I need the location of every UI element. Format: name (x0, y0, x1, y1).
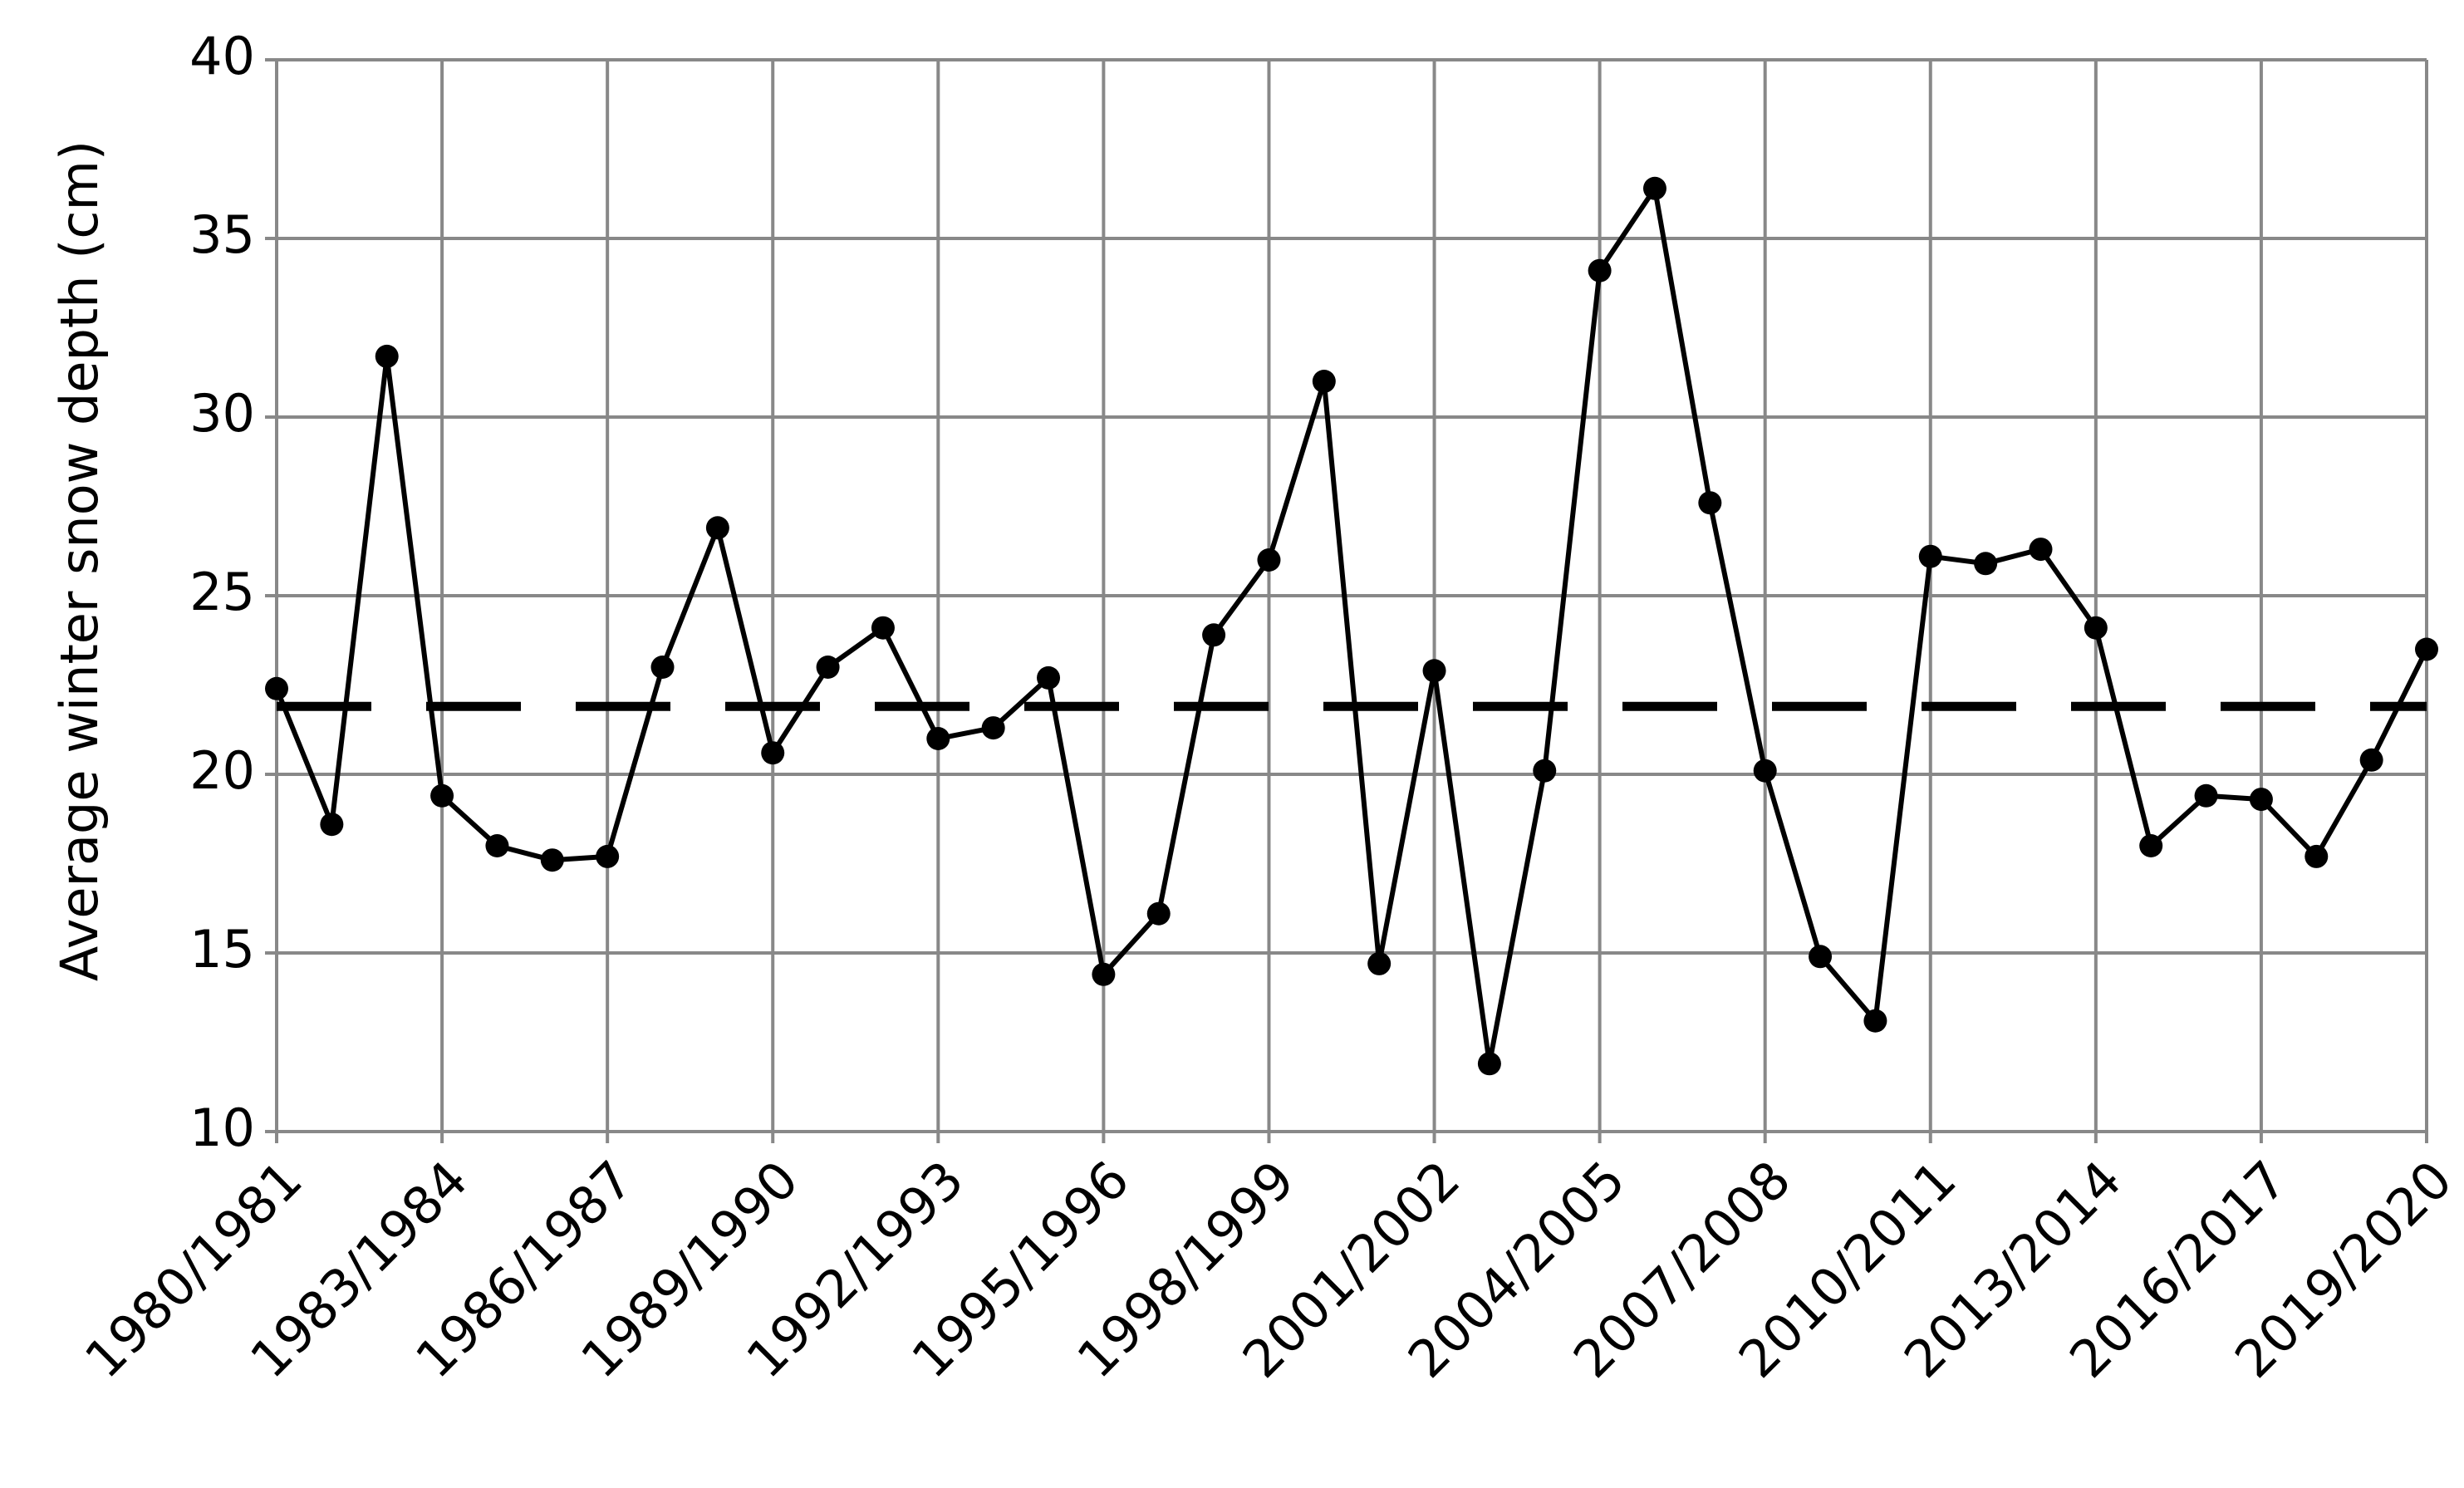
data-point (871, 616, 895, 640)
data-point (265, 676, 288, 700)
data-point (1422, 659, 1446, 683)
data-point (2029, 538, 2053, 562)
data-point (1863, 1009, 1887, 1033)
data-point (1037, 665, 1061, 690)
data-point (705, 516, 729, 540)
data-point (430, 783, 454, 808)
y-tick-label: 30 (189, 383, 255, 444)
data-point (1698, 491, 1722, 515)
data-point (650, 656, 675, 679)
data-point (1257, 548, 1281, 572)
data-point (2304, 844, 2329, 868)
data-point (1312, 370, 1336, 393)
data-point (1918, 544, 1942, 568)
data-point (761, 741, 785, 765)
y-tick-label: 10 (189, 1098, 255, 1158)
data-point (2084, 616, 2108, 640)
data-point (926, 727, 950, 750)
y-tick-label: 40 (189, 26, 255, 86)
data-point (1753, 759, 1777, 783)
data-point (2139, 834, 2163, 857)
data-point (2194, 783, 2218, 808)
y-tick-label: 15 (189, 919, 255, 980)
y-tick-label: 25 (189, 562, 255, 622)
data-point (540, 848, 564, 872)
data-point (1367, 951, 1392, 975)
series-line (274, 185, 2429, 1067)
data-point (1092, 962, 1116, 986)
data-point (485, 834, 509, 857)
data-point (816, 656, 840, 679)
data-point (1809, 945, 1833, 969)
data-point (1588, 258, 1612, 282)
data-point (320, 813, 344, 837)
y-tick-label: 35 (189, 204, 255, 265)
data-point (1477, 1052, 1501, 1076)
data-point (1146, 901, 1171, 926)
data-point (1202, 623, 1226, 647)
data-point (2359, 748, 2383, 772)
y-tick-label: 20 (189, 740, 255, 801)
data-point (981, 716, 1005, 740)
data-point (2415, 637, 2438, 661)
data-point (2249, 788, 2273, 812)
data-point (1642, 176, 1666, 200)
data-point (596, 844, 620, 868)
data-point (1974, 552, 1998, 576)
data-point (1533, 759, 1557, 783)
data-point (375, 344, 399, 368)
y-axis-label: Average winter snow depth (cm) (49, 140, 110, 981)
